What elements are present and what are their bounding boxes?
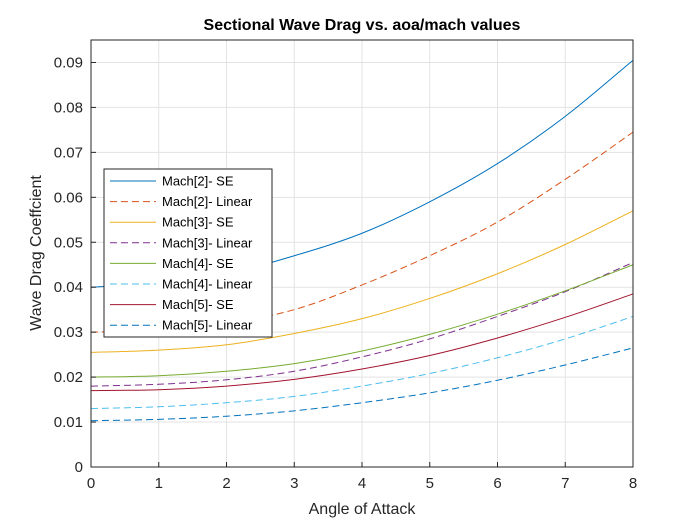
series-line-4: [90, 262, 634, 387]
y-axis-label: Wave Drag Coeffcient: [28, 175, 45, 331]
y-tick-label: 0.04: [54, 279, 83, 296]
legend-label-1: Mach[2]- SE: [162, 174, 234, 189]
y-tick-label: 0.02: [54, 369, 83, 386]
x-tick-label: 0: [87, 475, 95, 492]
ticks: 0 1 2 3 4 5 6 7 8 0 0.01 0.02 0.03 0.04 0.05 0.06 0.07 0.…: [54, 54, 637, 492]
grid: [90, 40, 634, 468]
legend: Mach[2]- SE Mach[2]- Linear Mach[3]- SE Mac…: [103, 168, 273, 338]
legend-label-7: Mach[5]- SE: [162, 297, 234, 312]
legend-label-5: Mach[4]- SE: [162, 256, 234, 271]
legend-label-6: Mach[4]- Linear: [162, 277, 253, 292]
legend-label-2: Mach[2]- Linear: [162, 194, 253, 209]
x-tick-label: 3: [290, 475, 298, 492]
series-line-3: [90, 210, 634, 353]
y-tick-label: 0.07: [54, 144, 83, 161]
y-tick-label: 0.01: [54, 414, 83, 431]
x-tick-label: 5: [426, 475, 434, 492]
x-tick-label: 1: [155, 475, 163, 492]
y-tick-label: 0.05: [54, 234, 83, 251]
x-tick-label: 2: [222, 475, 230, 492]
legend-box: [103, 168, 273, 338]
x-tick-label: 8: [629, 475, 637, 492]
x-tick-label: 6: [493, 475, 501, 492]
x-tick-label: 4: [358, 475, 366, 492]
x-axis-label: Angle of Attack: [309, 501, 417, 518]
chart-title: Sectional Wave Drag vs. aoa/mach values: [204, 17, 521, 34]
legend-label-4: Mach[3]- Linear: [162, 235, 253, 250]
y-tick-label: 0.08: [54, 99, 83, 116]
y-tick-label: 0.03: [54, 324, 83, 341]
series-line-5: [90, 264, 634, 378]
x-tick-label: 7: [561, 475, 569, 492]
y-tick-label: 0.06: [54, 189, 83, 206]
legend-label-8: Mach[5]- Linear: [162, 318, 253, 333]
y-tick-label: 0.09: [54, 54, 83, 71]
series-line-7: [90, 293, 634, 392]
y-tick-label: 0: [75, 459, 83, 476]
legend-label-3: Mach[3]- SE: [162, 215, 234, 230]
